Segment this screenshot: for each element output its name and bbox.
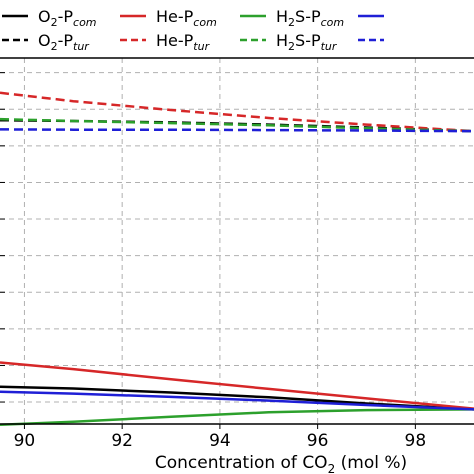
grid bbox=[0, 58, 474, 424]
series-line-he-pcom bbox=[0, 361, 474, 410]
series-line-he-ptur bbox=[0, 91, 474, 133]
x-axis-label-text: Concentration of CO bbox=[155, 453, 328, 473]
x-axis-ticks: 90 92 94 96 98 bbox=[14, 424, 427, 451]
legend-label: O2-Ptur bbox=[38, 31, 90, 53]
x-axis-label: Concentration of CO2 (mol %) bbox=[155, 453, 407, 474]
legend-label: He-Pcom bbox=[156, 7, 217, 29]
x-tick-label: 96 bbox=[307, 431, 329, 451]
series-line-h2s-ptur bbox=[0, 117, 474, 133]
x-tick-label: 98 bbox=[405, 431, 427, 451]
legend-label: H2S-Pcom bbox=[276, 7, 344, 29]
plot-frame bbox=[0, 57, 474, 425]
legend-label: H2S-Ptur bbox=[276, 31, 338, 53]
series-line-h2s-pcom bbox=[0, 408, 474, 426]
x-axis-label-suffix: (mol %) bbox=[335, 453, 407, 473]
x-axis-label-sub: 2 bbox=[328, 462, 336, 474]
legend-label: O2-Pcom bbox=[38, 7, 97, 29]
plot-area: 90 92 94 96 98 bbox=[0, 57, 474, 451]
legend-label: He-Ptur bbox=[156, 31, 211, 53]
x-tick-label: 94 bbox=[209, 431, 231, 451]
series-line-series-blue-com bbox=[0, 390, 474, 411]
x-tick-label: 90 bbox=[14, 431, 36, 451]
series-lines bbox=[0, 91, 474, 426]
series-line-series-blue-tur bbox=[0, 128, 474, 133]
x-tick-label: 92 bbox=[111, 431, 133, 451]
